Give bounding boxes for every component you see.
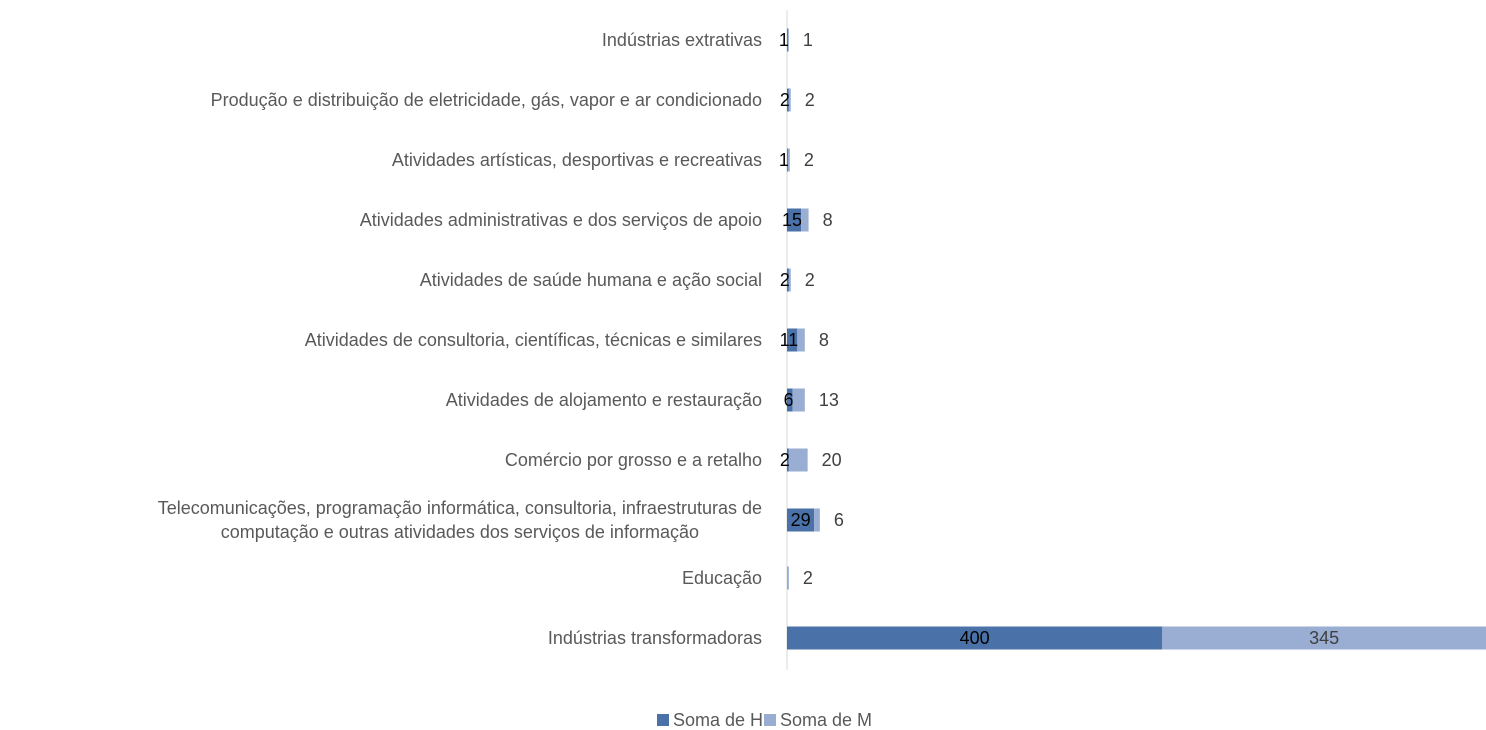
data-label: 20 (822, 450, 842, 470)
data-label: 1 (779, 30, 789, 50)
category-label: Atividades artísticas, desportivas e rec… (391, 150, 762, 170)
category-label-box: Telecomunicações, programação informátic… (158, 490, 762, 550)
bar-segment (788, 268, 791, 292)
legend-label: Soma de H (673, 710, 763, 730)
bar-segment (787, 268, 789, 292)
data-label: 345 (1309, 628, 1339, 648)
data-label: 2 (780, 450, 790, 470)
data-label: 13 (819, 390, 839, 410)
category-label-box: Educação (682, 548, 762, 608)
bar-segment (792, 388, 805, 412)
category-label-box: Atividades administrativas e dos serviço… (360, 190, 762, 250)
bar-segment (787, 208, 802, 232)
data-label: 8 (823, 210, 833, 230)
category-label-box: Produção e distribuição de eletricidade,… (211, 70, 762, 130)
category-label: Comércio por grosso e a retalho (504, 450, 762, 470)
bar-segment (797, 328, 805, 352)
data-label: 1 (803, 30, 813, 50)
bar-segment (787, 448, 789, 472)
bar-segment (787, 508, 815, 532)
bar-segment (787, 626, 1163, 650)
bar-segment (787, 148, 788, 172)
bar-segment (788, 88, 791, 112)
category-label: Atividades de saúde humana e ação social (419, 270, 762, 290)
category-label-box: Atividades de alojamento e restauração (446, 370, 762, 430)
data-label: 29 (791, 510, 811, 530)
category-label-box: Indústrias extrativas (602, 10, 762, 70)
bar-segment (787, 88, 789, 112)
category-label-box: Atividades de consultoria, científicas, … (305, 310, 762, 370)
data-label: 6 (834, 510, 844, 530)
data-label: 6 (784, 390, 794, 410)
category-label: Atividades de alojamento e restauração (445, 390, 762, 410)
category-label: Indústrias transformadoras (547, 628, 762, 648)
category-label: Indústrias extrativas (601, 30, 762, 50)
category-label: Atividades administrativas e dos serviço… (359, 210, 762, 230)
category-label: Telecomunicações, programação informátic… (157, 498, 762, 542)
category-label-box: Indústrias transformadoras (548, 608, 762, 668)
category-label: Educação (681, 568, 762, 588)
data-label: 400 (960, 628, 990, 648)
bar-segment (801, 208, 809, 232)
category-label-box: Comércio por grosso e a retalho (505, 430, 762, 490)
bar-segment (787, 328, 798, 352)
data-label: 2 (780, 270, 790, 290)
bar-segment (787, 388, 793, 412)
bar-segment (814, 508, 820, 532)
bar-segment (787, 566, 789, 590)
data-label: 2 (805, 90, 815, 110)
data-label: 15 (782, 210, 802, 230)
bar-segment (787, 28, 789, 52)
category-label: Atividades de consultoria, científicas, … (304, 330, 762, 350)
category-label-box: Atividades de saúde humana e ação social (420, 250, 762, 310)
legend-swatch (764, 714, 776, 726)
data-label: 1 (779, 150, 789, 170)
legend-label: Soma de M (780, 710, 872, 730)
data-label: 2 (803, 568, 813, 588)
category-label: Produção e distribuição de eletricidade,… (210, 90, 762, 110)
category-label-box: Atividades artísticas, desportivas e rec… (392, 130, 762, 190)
bar-segment (787, 28, 788, 52)
legend-swatch (657, 714, 669, 726)
bar-segment (787, 148, 790, 172)
data-label: 2 (780, 90, 790, 110)
data-label: 2 (804, 150, 814, 170)
data-label: 8 (819, 330, 829, 350)
data-label: 2 (805, 270, 815, 290)
bar-segment (1162, 626, 1486, 650)
bar-segment (788, 448, 808, 472)
data-label: 11 (780, 330, 799, 350)
